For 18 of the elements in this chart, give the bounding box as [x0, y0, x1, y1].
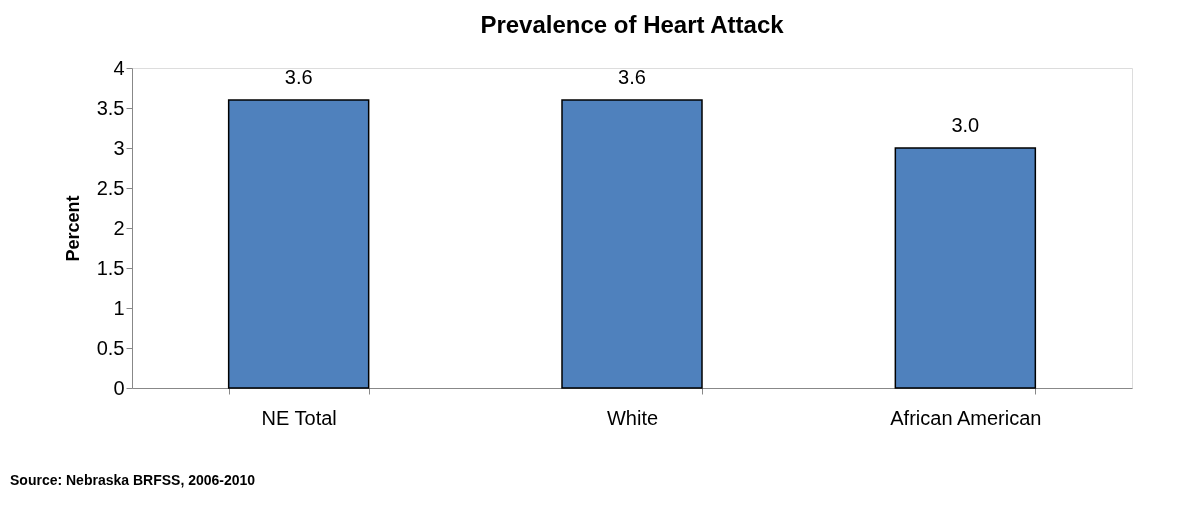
y-tick-label: 4	[113, 56, 125, 79]
chart-title: Prevalence of Heart Attack	[480, 11, 785, 38]
y-tick-label: 0	[113, 376, 125, 399]
y-tick-label: 3.5	[96, 96, 125, 119]
data-label: 3.6	[618, 66, 646, 88]
y-tick-label: 0.5	[96, 336, 125, 359]
y-tick-label: 1.5	[96, 256, 125, 279]
x-tick-label: White	[606, 406, 659, 429]
y-tick-label: 1	[113, 296, 125, 319]
data-label: 3.0	[951, 114, 980, 136]
x-tick-label: NE Total	[261, 406, 337, 429]
data-label: 3.6	[284, 66, 313, 88]
y-tick-label: 2.5	[96, 176, 125, 199]
y-tick-label: 2	[113, 216, 125, 239]
y-axis-title: Percent	[62, 195, 83, 262]
y-tick-label: 3	[113, 136, 125, 159]
x-tick-label: African American	[890, 406, 1042, 429]
source-note: Source: Nebraska BRFSS, 2006-2010	[10, 472, 256, 488]
